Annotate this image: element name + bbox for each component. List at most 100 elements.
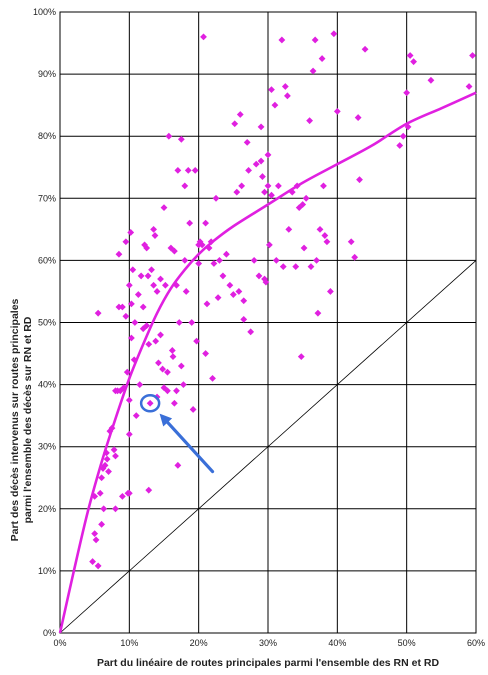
data-point	[115, 303, 123, 311]
data-point	[257, 123, 265, 131]
y-tick-label: 50%	[38, 318, 56, 328]
data-point	[309, 67, 317, 75]
y-tick-label: 20%	[38, 504, 56, 514]
data-point	[200, 33, 207, 41]
data-point	[139, 303, 147, 311]
y-tick-label: 70%	[38, 193, 56, 203]
data-point	[181, 257, 189, 264]
data-point	[198, 241, 206, 249]
data-point	[159, 365, 167, 373]
data-point	[177, 135, 185, 143]
diagonal-line	[59, 260, 477, 634]
data-point	[327, 288, 334, 295]
data-point	[231, 120, 239, 128]
x-tick-label: 10%	[120, 638, 138, 648]
data-point	[127, 229, 135, 236]
data-point	[351, 253, 359, 261]
data-point	[91, 492, 99, 500]
data-point	[264, 182, 272, 190]
data-point	[281, 83, 289, 90]
data-point	[330, 30, 338, 38]
data-point	[209, 374, 216, 382]
data-point	[122, 238, 130, 246]
data-point	[186, 219, 194, 227]
data-point	[129, 266, 137, 274]
data-point	[100, 505, 108, 513]
data-point	[119, 492, 126, 500]
data-point	[356, 176, 363, 184]
data-point	[262, 278, 270, 286]
data-point	[247, 328, 255, 336]
data-point	[361, 45, 369, 53]
data-point	[96, 489, 104, 497]
data-point	[143, 244, 151, 252]
data-point	[333, 107, 341, 115]
x-tick-label: 60%	[467, 638, 485, 648]
grid-lines	[59, 11, 477, 634]
data-point	[306, 117, 313, 125]
data-point	[175, 319, 183, 326]
trend-curve	[58, 91, 477, 634]
data-point	[145, 486, 153, 494]
highlight-circle	[139, 393, 161, 413]
data-point	[259, 173, 266, 180]
data-point	[403, 89, 411, 97]
data-point	[323, 238, 331, 246]
highlight-arrow-shaft	[166, 420, 215, 474]
data-point	[219, 272, 227, 280]
data-point	[188, 319, 196, 326]
data-point	[119, 303, 126, 311]
data-point	[150, 281, 157, 289]
data-point	[182, 288, 190, 295]
data-point	[115, 250, 123, 258]
data-point	[347, 238, 355, 246]
data-point	[105, 468, 112, 475]
data-point	[132, 412, 140, 420]
data-point	[469, 52, 476, 59]
data-point	[143, 322, 151, 330]
data-point	[268, 191, 275, 199]
data-point	[297, 353, 305, 361]
data-point	[226, 281, 234, 289]
data-point	[202, 219, 209, 227]
data-point	[155, 359, 162, 367]
data-point	[125, 489, 133, 497]
y-tick-label: 0%	[43, 628, 56, 638]
data-point	[167, 244, 175, 252]
data-point	[153, 288, 161, 295]
data-point	[229, 291, 237, 298]
data-point	[112, 452, 119, 460]
data-point	[313, 257, 320, 264]
y-tick-label: 30%	[38, 442, 56, 452]
data-point	[122, 312, 130, 320]
data-point	[89, 558, 96, 565]
data-point	[131, 319, 139, 326]
data-point	[250, 257, 258, 264]
data-point	[223, 250, 230, 258]
x-tick-label: 0%	[53, 638, 66, 648]
data-point	[152, 337, 160, 345]
data-point	[235, 288, 243, 295]
data-point	[302, 194, 310, 202]
y-tick-label: 40%	[38, 380, 56, 390]
data-point	[427, 76, 435, 84]
data-point	[125, 430, 133, 438]
highlight-arrow-head	[159, 413, 173, 427]
data-point	[238, 182, 246, 190]
data-point	[148, 266, 155, 274]
data-point	[243, 139, 251, 146]
data-point	[98, 520, 105, 528]
data-point	[110, 446, 118, 454]
data-point	[406, 52, 414, 59]
data-point	[279, 263, 287, 271]
x-tick-labels: 0% 10% 20% 30% 40% 50% 60%	[53, 638, 485, 648]
data-point	[145, 340, 153, 348]
y-tick-label: 60%	[38, 255, 56, 265]
data-point	[164, 387, 171, 395]
data-point	[157, 331, 164, 339]
data-point	[196, 238, 204, 246]
data-point	[299, 201, 307, 208]
y-tick-labels: 0% 10% 20% 30% 40% 50% 60% 70% 80% 90% 100%	[33, 7, 56, 638]
x-tick-label: 20%	[190, 638, 208, 648]
data-point	[184, 166, 192, 174]
